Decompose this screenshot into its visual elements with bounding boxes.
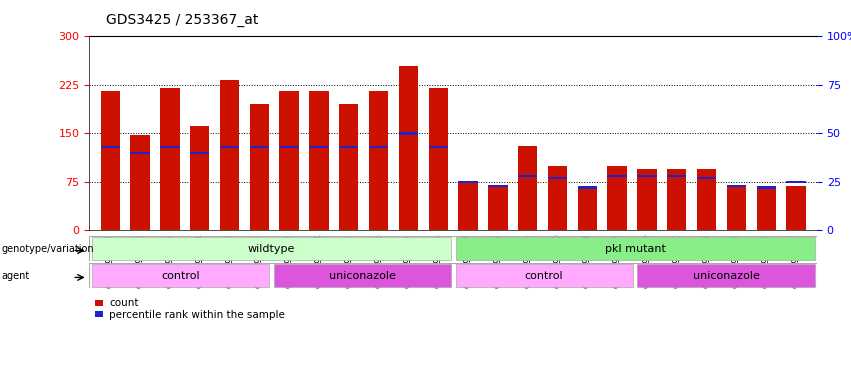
Bar (130, 152, 150, 154)
Text: genotype/variation: genotype/variation (2, 243, 94, 254)
Bar (637, 169, 657, 230)
Bar (94, 300, 103, 306)
Bar (309, 146, 328, 148)
Text: agent: agent (2, 270, 30, 281)
Bar (92, 237, 451, 260)
Bar (429, 88, 448, 230)
Bar (100, 146, 120, 148)
Bar (92, 264, 269, 287)
Text: control: control (161, 270, 200, 281)
Bar (459, 182, 477, 230)
Bar (399, 132, 418, 135)
Bar (637, 264, 814, 287)
Bar (578, 187, 597, 189)
Bar (160, 146, 180, 148)
Bar (399, 66, 418, 230)
Bar (274, 264, 451, 287)
Bar (757, 187, 776, 230)
Bar (697, 177, 717, 179)
Bar (459, 180, 477, 183)
Bar (130, 135, 150, 230)
Bar (548, 177, 568, 179)
Bar (249, 146, 269, 148)
Text: uniconazole: uniconazole (328, 270, 396, 281)
Text: count: count (109, 298, 139, 308)
Bar (786, 180, 806, 183)
Bar (667, 175, 687, 177)
Bar (190, 126, 209, 230)
Bar (727, 184, 746, 187)
Bar (608, 175, 627, 177)
Bar (339, 104, 358, 230)
Bar (578, 187, 597, 230)
Text: percentile rank within the sample: percentile rank within the sample (109, 310, 285, 320)
Bar (94, 311, 103, 317)
Bar (220, 146, 239, 148)
Bar (518, 175, 537, 177)
Bar (309, 91, 328, 230)
Bar (608, 166, 627, 230)
Bar (249, 104, 269, 230)
Bar (548, 166, 568, 230)
Text: wildtype: wildtype (248, 243, 295, 254)
Bar (455, 264, 632, 287)
Bar (727, 187, 746, 230)
Text: GDS3425 / 253367_at: GDS3425 / 253367_at (106, 13, 259, 27)
Bar (279, 146, 299, 148)
Text: uniconazole: uniconazole (693, 270, 759, 281)
Bar (339, 146, 358, 148)
Bar (488, 187, 507, 230)
Bar (220, 80, 239, 230)
Bar (160, 88, 180, 230)
Bar (697, 169, 717, 230)
Bar (429, 146, 448, 148)
Bar (369, 146, 388, 148)
Text: control: control (525, 270, 563, 281)
Bar (518, 146, 537, 230)
Bar (369, 91, 388, 230)
Bar (757, 187, 776, 189)
Bar (455, 237, 814, 260)
Bar (100, 91, 120, 230)
Bar (667, 169, 687, 230)
Bar (637, 175, 657, 177)
Text: pkl mutant: pkl mutant (604, 243, 665, 254)
Bar (488, 184, 507, 187)
Bar (279, 91, 299, 230)
Bar (190, 152, 209, 154)
Bar (786, 187, 806, 230)
